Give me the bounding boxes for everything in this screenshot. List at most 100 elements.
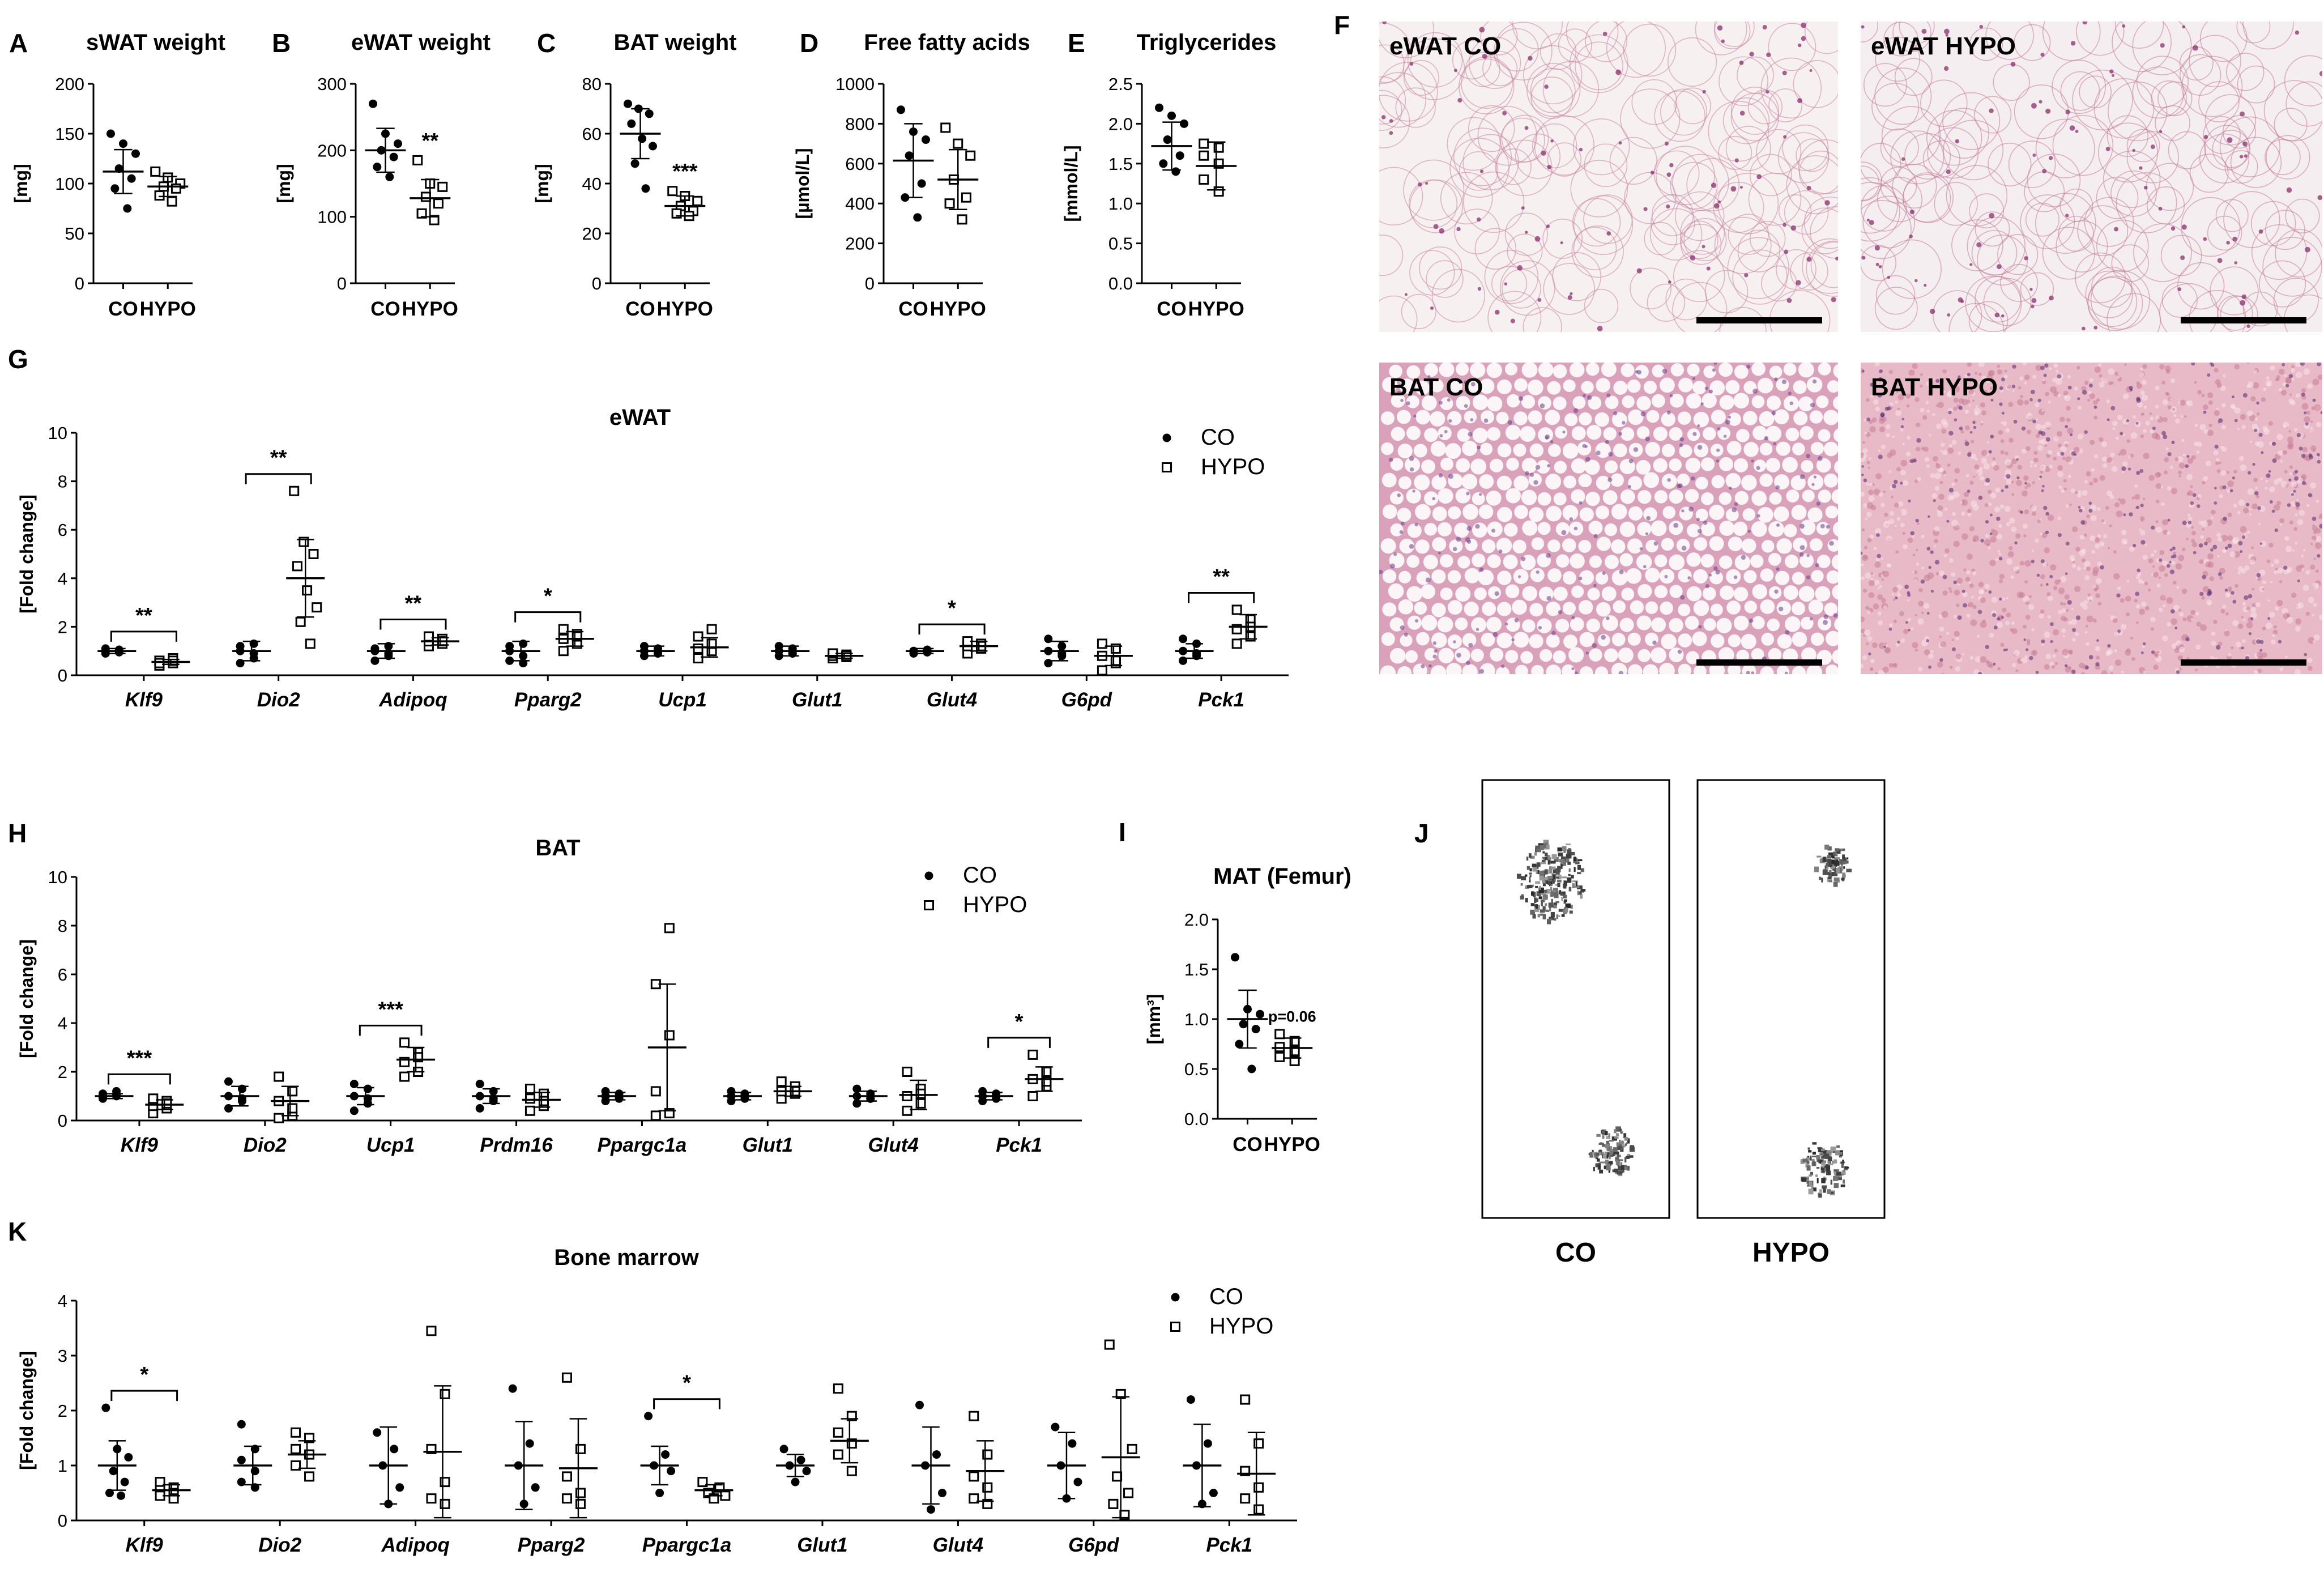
tissue-speckle [2175,640,2182,646]
data-point-hypo [969,1411,979,1421]
y-tick-label: 200 [845,234,875,254]
cell-wall [1932,290,1982,332]
data-point-co [236,642,245,651]
nucleus [2035,671,2039,674]
nucleus [2234,419,2238,423]
lipid-droplet [1397,444,1413,459]
nucleus [1585,445,1588,448]
lipid-droplet [1398,476,1412,489]
cell-wall [1584,143,1628,188]
tissue-speckle [1969,583,1974,588]
nucleus [1985,645,1989,649]
lipid-droplet [1611,569,1628,586]
lipid-droplet [1719,457,1734,471]
marrow-fat-voxel [1805,1162,1810,1168]
tissue-speckle [2257,441,2264,448]
marrow-fat-voxel [1811,1158,1815,1161]
marrow-fat-voxel [1808,1188,1814,1195]
panel-E: E Triglycerides0.00.51.01.52.02.5[mmol/L]… [1061,28,1276,320]
tissue-speckle [2276,377,2280,381]
tissue-speckle [2153,572,2159,578]
cell-wall [1875,36,1920,82]
tissue-speckle [1928,393,1932,397]
cell-wall [2204,94,2257,146]
lipid-droplet [1471,617,1486,633]
tissue-speckle [2299,509,2305,516]
tissue-speckle [2161,381,2165,385]
nucleus [1393,552,1397,556]
tissue-speckle [2048,465,2053,469]
nucleus [2065,572,2068,576]
tissue-speckle [2074,632,2079,637]
lipid-droplet [1570,553,1585,569]
lipid-droplet [1546,601,1561,616]
lipid-droplet [1513,444,1526,457]
marrow-fat-voxel [1828,1156,1832,1161]
tissue-speckle [1986,661,1993,667]
tissue-speckle [2114,502,2120,508]
data-point-co [644,1412,653,1421]
nucleus [2105,147,2110,151]
tissue-speckle [1920,407,1925,413]
tissue-speckle [1916,522,1920,525]
tissue-speckle [2011,493,2015,496]
cell-wall [1810,241,1838,288]
data-point-co [1239,1020,1248,1029]
tissue-speckle [2240,526,2247,533]
marrow-fat-voxel [1614,1168,1618,1173]
y-tick-label: 1000 [835,74,875,94]
nucleus [1799,523,1805,529]
cell-wall [1894,58,1933,96]
lipid-droplet [1801,460,1814,473]
tissue-speckle [1894,502,1899,508]
cell-wall [2217,295,2253,331]
significance-label: ** [421,129,438,153]
nucleus [1466,539,1472,544]
tissue-speckle [2186,492,2190,496]
tissue-speckle [2053,436,2059,442]
tissue-speckle [1914,614,1917,617]
cell-wall [1686,158,1740,211]
marrow-fat-voxel [1626,1142,1628,1144]
lipid-droplet [1440,457,1453,471]
nucleus [1944,28,1950,35]
lipid-droplet [1734,554,1751,570]
tissue-speckle [2155,472,2161,478]
marrow-fat-voxel [1824,865,1827,871]
marrow-fat-voxel [1547,919,1551,925]
lipid-droplet [1587,587,1600,600]
tissue-speckle [2139,372,2144,377]
tissue-speckle [1900,459,1908,467]
tissue-speckle [1997,369,2003,375]
tissue-speckle [2155,500,2160,504]
tissue-speckle [2011,526,2016,532]
lipid-droplet [1793,411,1808,425]
data-point-hypo [304,1471,315,1482]
lipid-droplet [1406,488,1421,504]
lipid-droplet [1578,600,1593,615]
tissue-speckle [2172,551,2177,556]
nucleus [2082,326,2086,331]
lipid-droplet [1654,554,1668,568]
lipid-droplet [1504,363,1517,376]
tissue-speckle [2291,368,2296,373]
marrow-fat-voxel [1806,1181,1810,1184]
tissue-speckle [2040,583,2043,587]
marrow-fat-voxel [1843,861,1847,864]
nucleus [1494,591,1499,597]
tissue-speckle [1978,381,1982,385]
lipid-droplet [1677,473,1690,487]
marrow-fat-voxel [1811,1185,1814,1191]
nucleus [1571,616,1575,620]
tissue-speckle [2279,580,2283,583]
lipid-droplet [1497,570,1512,585]
tissue-speckle [1946,632,1950,635]
tissue-speckle [2009,546,2013,551]
nucleus [2185,637,2190,642]
lipid-droplet [1462,504,1479,520]
tissue-speckle [2071,619,2077,625]
nucleus [2137,568,2140,573]
tissue-speckle [2018,386,2022,390]
cell-wall [2181,197,2241,257]
tissue-speckle [1918,666,1923,672]
